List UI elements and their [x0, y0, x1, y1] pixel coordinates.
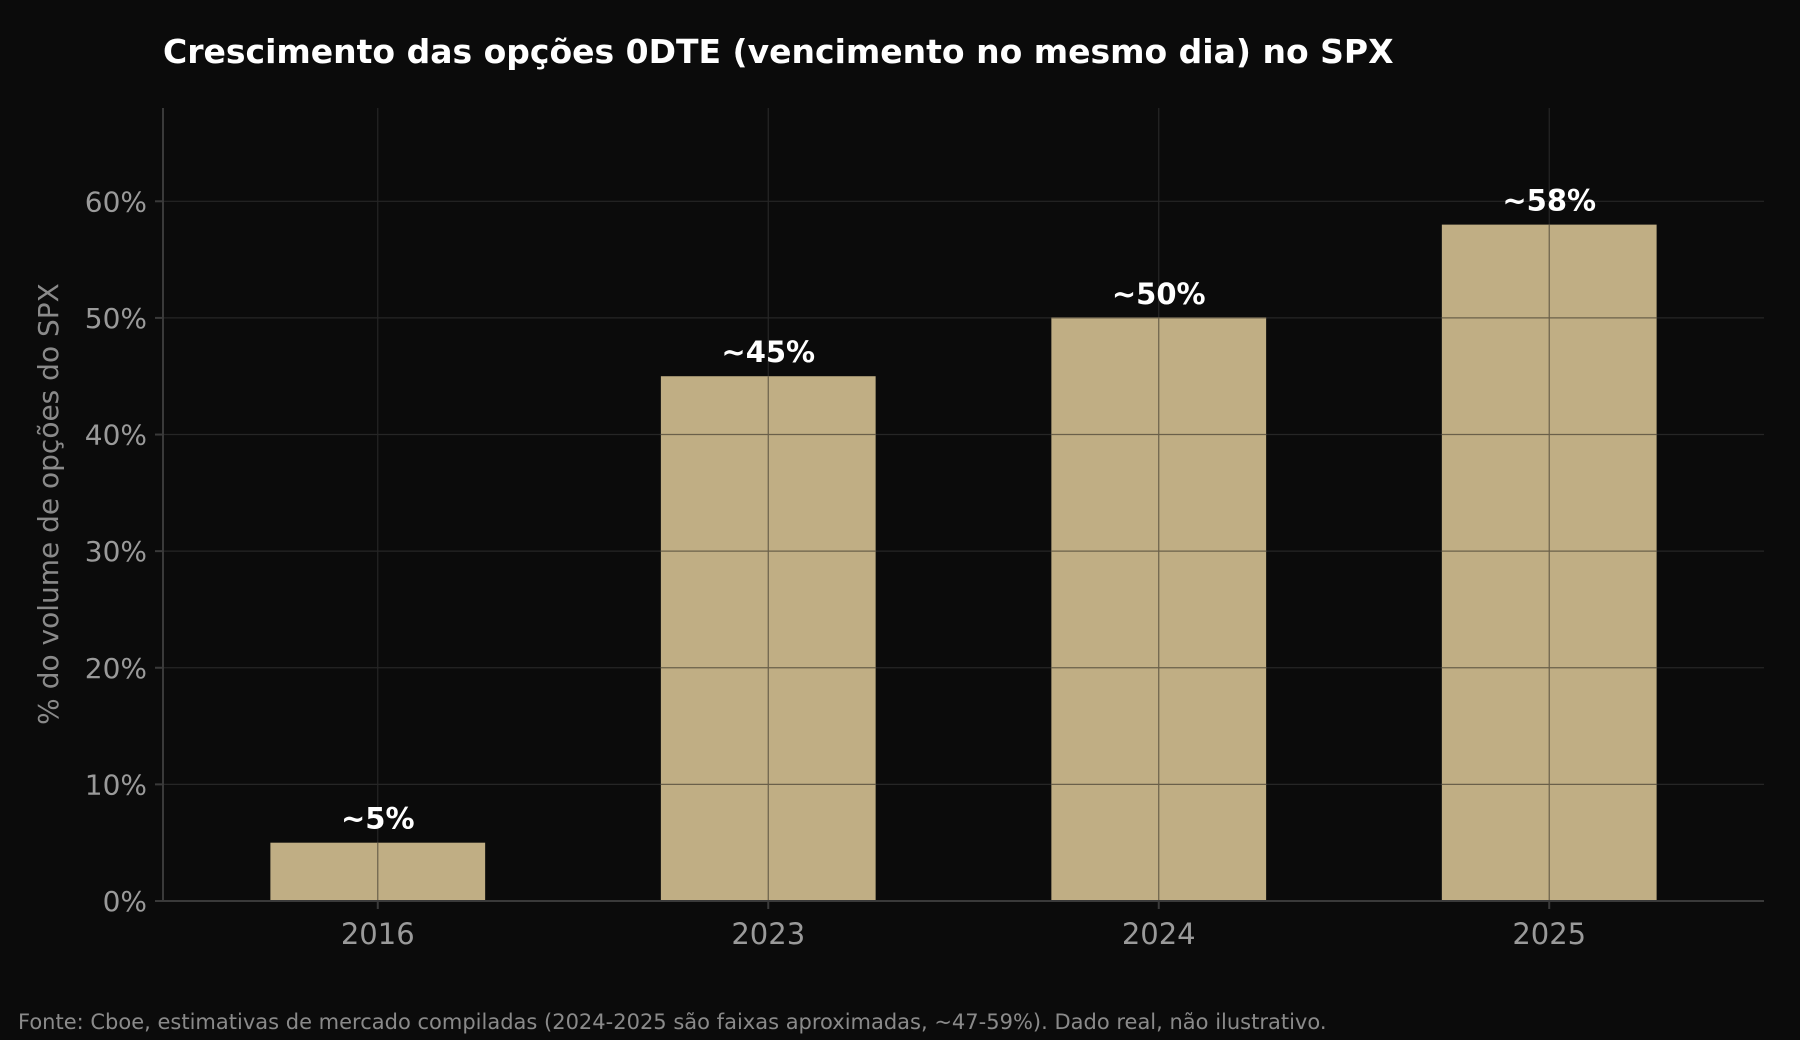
x-tick-label: 2024	[1122, 917, 1196, 951]
y-tick-label: 20%	[85, 652, 147, 685]
bar-value-labels: ~5% ~45% ~50% ~58%	[341, 184, 1596, 836]
y-tick-label: 50%	[85, 302, 147, 335]
source-note: Fonte: Cboe, estimativas de mercado comp…	[18, 1010, 1327, 1034]
bar-value-label: ~50%	[1112, 277, 1206, 311]
bar-value-label: ~45%	[721, 335, 815, 369]
y-tick-label: 40%	[85, 419, 147, 452]
axes	[162, 108, 1764, 902]
y-tick-label: 10%	[85, 768, 147, 801]
x-tick-labels: 2016 2023 2024 2025	[341, 901, 1586, 951]
x-tick-label: 2025	[1512, 917, 1586, 951]
x-tick-label: 2023	[731, 917, 805, 951]
bar-grid-overlay	[377, 224, 1657, 901]
y-axis-label: % do volume de opções do SPX	[32, 283, 65, 725]
chart-title: Crescimento das opções 0DTE (vencimento …	[163, 32, 1394, 71]
y-tick-label: 0%	[103, 885, 147, 918]
y-tick-label: 60%	[85, 185, 147, 218]
y-tick-labels: 0% 10% 20% 30% 40% 50% 60%	[85, 185, 163, 918]
bar-value-label: ~58%	[1502, 184, 1596, 218]
x-tick-label: 2016	[341, 917, 415, 951]
y-tick-label: 30%	[85, 535, 147, 568]
bar-value-label: ~5%	[341, 802, 415, 836]
